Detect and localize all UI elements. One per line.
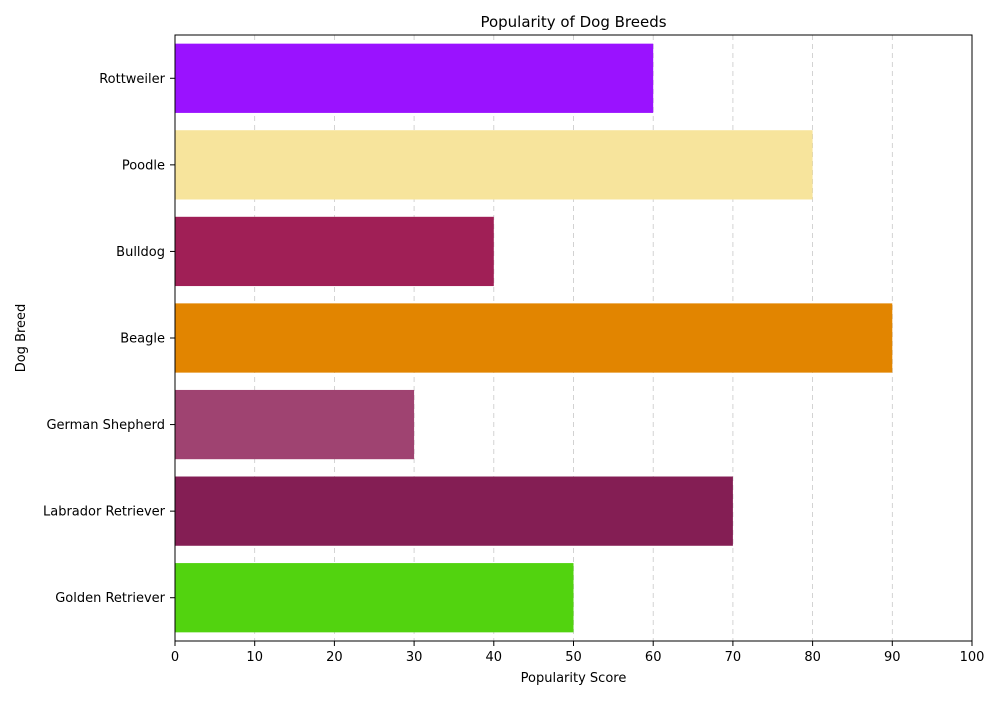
bar-poodle	[175, 130, 813, 200]
y-tick-label: Rottweiler	[99, 72, 165, 87]
x-tick-label: 20	[326, 650, 343, 665]
x-tick-label: 60	[645, 650, 662, 665]
y-tick-label: Poodle	[122, 158, 165, 173]
x-tick-label: 50	[565, 650, 582, 665]
x-tick-label: 80	[804, 650, 821, 665]
y-tick-label: German Shepherd	[46, 418, 165, 433]
y-tick-label: Golden Retriever	[55, 591, 165, 606]
bar-rottweiler	[175, 43, 654, 113]
chart-title: Popularity of Dog Breeds	[480, 13, 666, 31]
bars-layer	[175, 43, 893, 633]
y-tick-label: Labrador Retriever	[43, 505, 166, 520]
y-tick-label: Bulldog	[116, 245, 165, 260]
x-tick-label: 100	[960, 650, 985, 665]
bar-labrador-retriever	[175, 476, 733, 546]
y-axis-label: Dog Breed	[14, 304, 29, 373]
y-ticks: Golden Retriever Labrador Retriever German…	[43, 72, 175, 606]
x-tick-label: 30	[406, 650, 423, 665]
x-axis-label: Popularity Score	[521, 671, 627, 686]
bar-beagle	[175, 303, 893, 373]
x-tick-label: 70	[725, 650, 742, 665]
x-tick-label: 0	[171, 650, 179, 665]
x-ticks: 0 10 20 30 40 50 60 70 80 90 100	[171, 641, 985, 665]
x-tick-label: 10	[246, 650, 263, 665]
y-tick-label: Beagle	[120, 332, 165, 347]
bar-golden-retriever	[175, 563, 574, 633]
x-tick-label: 90	[884, 650, 901, 665]
bar-german-shepherd	[175, 389, 415, 460]
bar-bulldog	[175, 216, 494, 287]
x-tick-label: 40	[486, 650, 503, 665]
